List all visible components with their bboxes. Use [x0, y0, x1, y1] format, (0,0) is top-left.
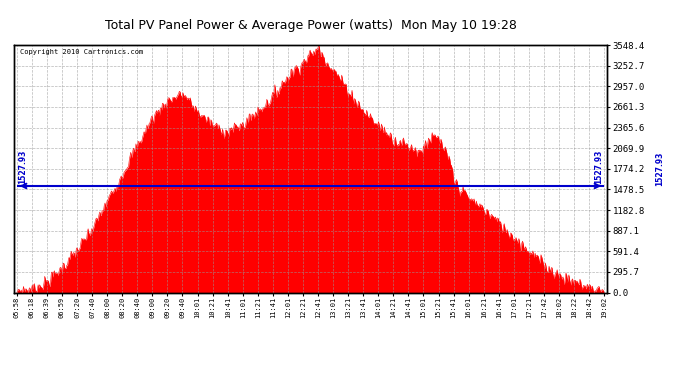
- Text: 1527.93: 1527.93: [19, 150, 28, 184]
- Text: 1527.93: 1527.93: [593, 150, 602, 184]
- Text: Copyright 2010 Cartronics.com: Copyright 2010 Cartronics.com: [20, 49, 143, 55]
- Text: Total PV Panel Power & Average Power (watts)  Mon May 10 19:28: Total PV Panel Power & Average Power (wa…: [105, 19, 516, 32]
- Text: 1527.93: 1527.93: [655, 152, 664, 186]
